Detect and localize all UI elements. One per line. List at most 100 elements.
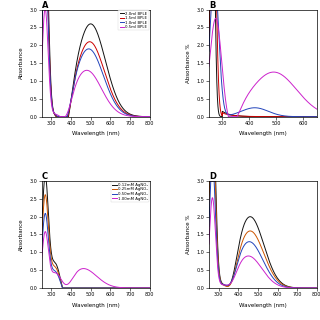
2.0ml BPLE <box>89 22 93 26</box>
0.25mM AgNO₃ <box>145 286 148 290</box>
0.50mM AgNO₃ <box>60 286 64 290</box>
Legend: 0.12mM AgNO₃, 0.25mM AgNO₃, 0.50mM AgNO₃, 1.00mM AgNO₃: 0.12mM AgNO₃, 0.25mM AgNO₃, 0.50mM AgNO₃… <box>111 182 149 202</box>
X-axis label: Wavelength (nm): Wavelength (nm) <box>72 303 119 308</box>
0.12mM AgNO₃ <box>60 286 64 290</box>
2.0ml BPLE <box>92 25 96 28</box>
1.5ml BPLE <box>92 43 96 47</box>
1.0ml BPLE <box>56 115 60 119</box>
1.00mM AgNO₃ <box>92 272 96 276</box>
0.50mM AgNO₃ <box>92 286 96 290</box>
Y-axis label: Absorbance: Absorbance <box>19 47 24 79</box>
1.5ml BPLE <box>148 115 151 119</box>
2.0ml BPLE <box>148 115 151 119</box>
0.5ml BPLE <box>145 115 148 119</box>
0.12mM AgNO₃ <box>89 286 93 290</box>
0.25mM AgNO₃ <box>89 286 93 290</box>
X-axis label: Wavelength (nm): Wavelength (nm) <box>72 132 119 136</box>
Text: C: C <box>42 172 48 181</box>
2.0ml BPLE <box>40 8 44 12</box>
0.12mM AgNO₃ <box>145 286 148 290</box>
1.0ml BPLE <box>40 36 44 40</box>
0.5ml BPLE <box>40 62 44 66</box>
1.5ml BPLE <box>45 8 49 12</box>
2.0ml BPLE <box>145 115 148 118</box>
0.12mM AgNO₃ <box>45 190 49 194</box>
0.12mM AgNO₃ <box>92 286 96 290</box>
0.12mM AgNO₃ <box>43 179 46 183</box>
0.25mM AgNO₃ <box>60 286 64 290</box>
1.5ml BPLE <box>145 115 148 118</box>
1.5ml BPLE <box>55 115 59 119</box>
Text: A: A <box>42 1 48 10</box>
Y-axis label: Absorbance %: Absorbance % <box>187 215 191 254</box>
Line: 1.5ml BPLE: 1.5ml BPLE <box>42 10 149 117</box>
0.50mM AgNO₃ <box>145 286 148 290</box>
1.5ml BPLE <box>40 8 44 12</box>
0.25mM AgNO₃ <box>92 286 96 290</box>
1.00mM AgNO₃ <box>125 286 129 290</box>
0.5ml BPLE <box>43 8 47 12</box>
Line: 0.50mM AgNO₃: 0.50mM AgNO₃ <box>42 213 149 288</box>
1.0ml BPLE <box>148 115 151 119</box>
1.0ml BPLE <box>145 115 148 119</box>
Line: 0.25mM AgNO₃: 0.25mM AgNO₃ <box>42 195 149 288</box>
1.5ml BPLE <box>145 115 148 118</box>
Y-axis label: Absorbance: Absorbance <box>19 218 24 251</box>
0.50mM AgNO₃ <box>40 247 44 251</box>
2.0ml BPLE <box>145 115 148 118</box>
0.5ml BPLE <box>92 74 96 78</box>
2.0ml BPLE <box>125 110 129 114</box>
1.5ml BPLE <box>89 40 93 44</box>
1.0ml BPLE <box>125 112 129 116</box>
0.5ml BPLE <box>148 115 151 119</box>
Legend: 2.0ml BPLE, 1.5ml BPLE, 1.0ml BPLE, 0.5ml BPLE: 2.0ml BPLE, 1.5ml BPLE, 1.0ml BPLE, 0.5m… <box>118 10 149 30</box>
0.25mM AgNO₃ <box>43 193 47 196</box>
0.25mM AgNO₃ <box>125 286 129 290</box>
Text: D: D <box>209 172 216 181</box>
1.5ml BPLE <box>125 112 129 116</box>
0.12mM AgNO₃ <box>145 286 148 290</box>
0.50mM AgNO₃ <box>89 286 93 290</box>
0.25mM AgNO₃ <box>40 238 44 242</box>
1.00mM AgNO₃ <box>45 237 49 241</box>
1.5ml BPLE <box>40 28 44 31</box>
0.50mM AgNO₃ <box>148 286 151 290</box>
0.12mM AgNO₃ <box>125 286 129 290</box>
1.00mM AgNO₃ <box>148 286 151 290</box>
2.0ml BPLE <box>40 10 44 14</box>
1.0ml BPLE <box>89 48 93 52</box>
Line: 0.12mM AgNO₃: 0.12mM AgNO₃ <box>42 181 149 288</box>
0.25mM AgNO₃ <box>45 206 49 210</box>
1.0ml BPLE <box>145 115 148 119</box>
2.0ml BPLE <box>54 115 58 119</box>
0.12mM AgNO₃ <box>148 286 151 290</box>
1.00mM AgNO₃ <box>40 257 44 261</box>
1.00mM AgNO₃ <box>44 230 47 234</box>
0.5ml BPLE <box>89 71 93 75</box>
Line: 0.5ml BPLE: 0.5ml BPLE <box>42 10 149 117</box>
0.5ml BPLE <box>125 114 129 117</box>
0.50mM AgNO₃ <box>45 222 49 226</box>
1.0ml BPLE <box>45 8 49 12</box>
1.00mM AgNO₃ <box>89 270 93 274</box>
1.00mM AgNO₃ <box>145 286 148 290</box>
0.50mM AgNO₃ <box>145 286 148 290</box>
Line: 1.0ml BPLE: 1.0ml BPLE <box>42 10 149 117</box>
0.25mM AgNO₃ <box>148 286 151 290</box>
Y-axis label: Absorbance %: Absorbance % <box>187 44 191 83</box>
0.5ml BPLE <box>59 115 62 119</box>
0.12mM AgNO₃ <box>40 228 44 232</box>
0.5ml BPLE <box>45 29 49 33</box>
1.0ml BPLE <box>41 8 44 12</box>
X-axis label: Wavelength (nm): Wavelength (nm) <box>239 132 287 136</box>
Text: B: B <box>209 1 215 10</box>
Line: 1.00mM AgNO₃: 1.00mM AgNO₃ <box>42 232 149 288</box>
0.50mM AgNO₃ <box>125 286 129 290</box>
2.0ml BPLE <box>45 8 49 12</box>
0.25mM AgNO₃ <box>145 286 148 290</box>
Line: 2.0ml BPLE: 2.0ml BPLE <box>42 10 149 117</box>
X-axis label: Wavelength (nm): Wavelength (nm) <box>239 303 287 308</box>
0.5ml BPLE <box>145 115 148 119</box>
1.00mM AgNO₃ <box>144 286 148 290</box>
1.0ml BPLE <box>92 52 96 55</box>
